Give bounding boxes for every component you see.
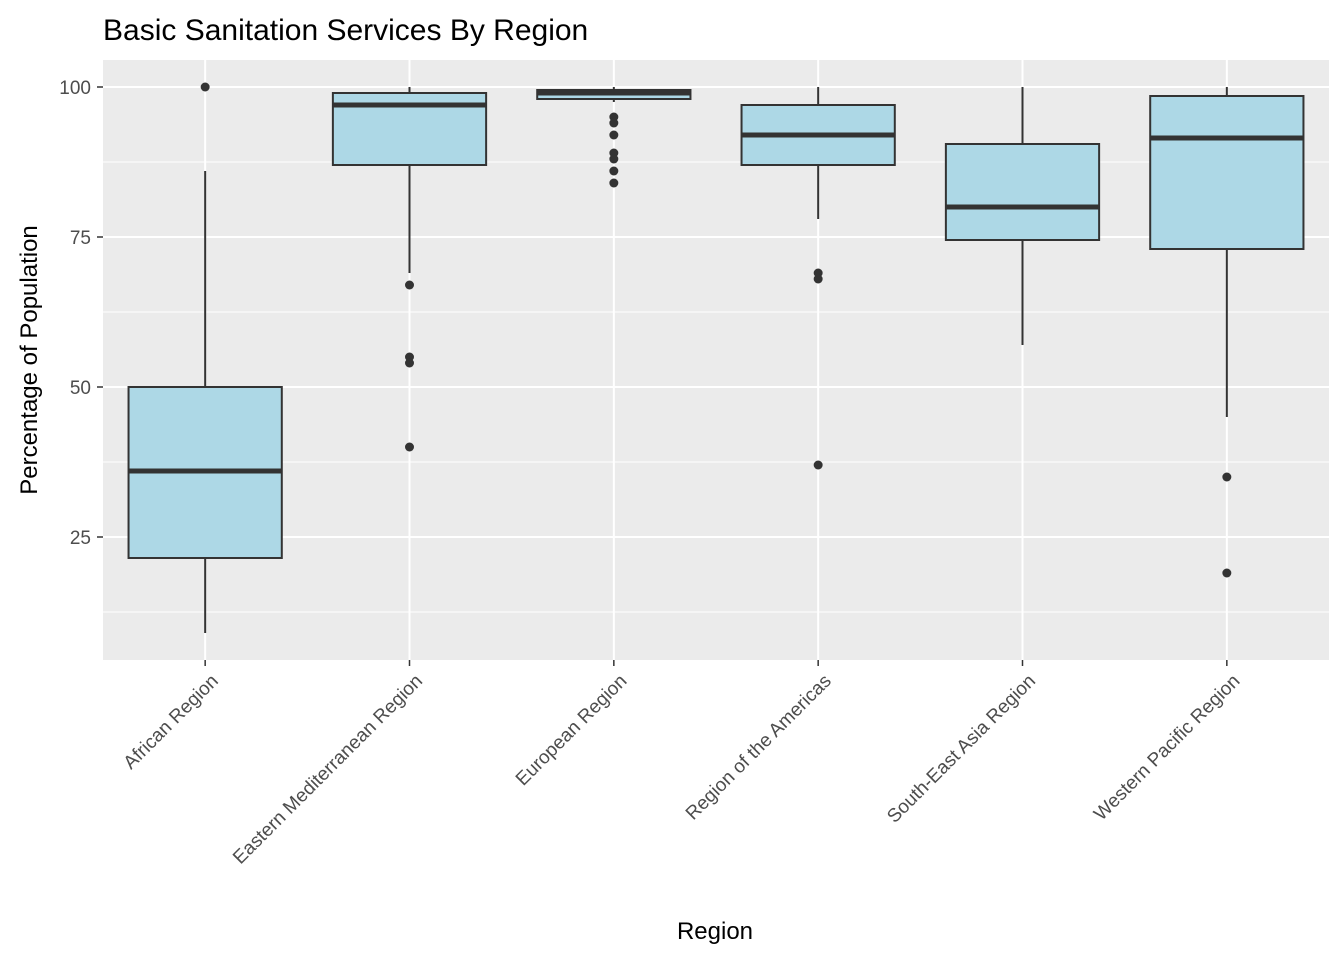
box-group	[1149, 87, 1305, 578]
outlier-point	[405, 442, 414, 452]
x-tick-label: South-East Asia Region	[883, 671, 1040, 828]
x-tick-label: European Region	[512, 671, 631, 790]
outlier-point	[405, 358, 414, 368]
outlier-point	[609, 154, 619, 164]
plot-panel	[103, 60, 1329, 660]
y-axis: 25 50 75 100	[59, 78, 103, 549]
box-iqr	[944, 143, 1101, 241]
x-axis-title: Region	[677, 918, 753, 945]
outlier-point	[405, 280, 414, 290]
y-tick-label: 100	[59, 78, 91, 99]
outlier-point	[609, 166, 619, 176]
box-iqr	[1149, 95, 1305, 250]
boxes-layer	[127, 82, 1305, 633]
y-axis-title: Percentage of Population	[16, 225, 43, 495]
box-group	[536, 87, 692, 188]
x-tick-label: African Region	[120, 671, 223, 774]
outlier-point	[609, 178, 619, 188]
outlier-point	[1222, 568, 1232, 578]
outlier-point	[1222, 472, 1232, 482]
outlier-point	[609, 118, 619, 128]
x-tick-label: Eastern Mediterranean Region	[229, 671, 427, 869]
outlier-point	[813, 460, 823, 470]
y-tick-label: 50	[70, 378, 91, 399]
box-group	[331, 87, 488, 452]
y-tick-label: 25	[70, 528, 91, 549]
x-axis: African Region Eastern Mediterranean Regi…	[120, 660, 1244, 869]
box-group	[740, 87, 896, 470]
x-tick-label: Western Pacific Region	[1090, 671, 1244, 825]
chart-title: Basic Sanitation Services By Region	[103, 14, 588, 47]
outlier-point	[813, 274, 823, 284]
x-tick-label: Region of the Americas	[682, 671, 836, 825]
outlier-point	[609, 130, 619, 140]
outlier-point	[200, 82, 210, 92]
y-tick-label: 75	[70, 228, 91, 249]
box-group	[944, 87, 1101, 345]
box-group	[127, 82, 283, 633]
